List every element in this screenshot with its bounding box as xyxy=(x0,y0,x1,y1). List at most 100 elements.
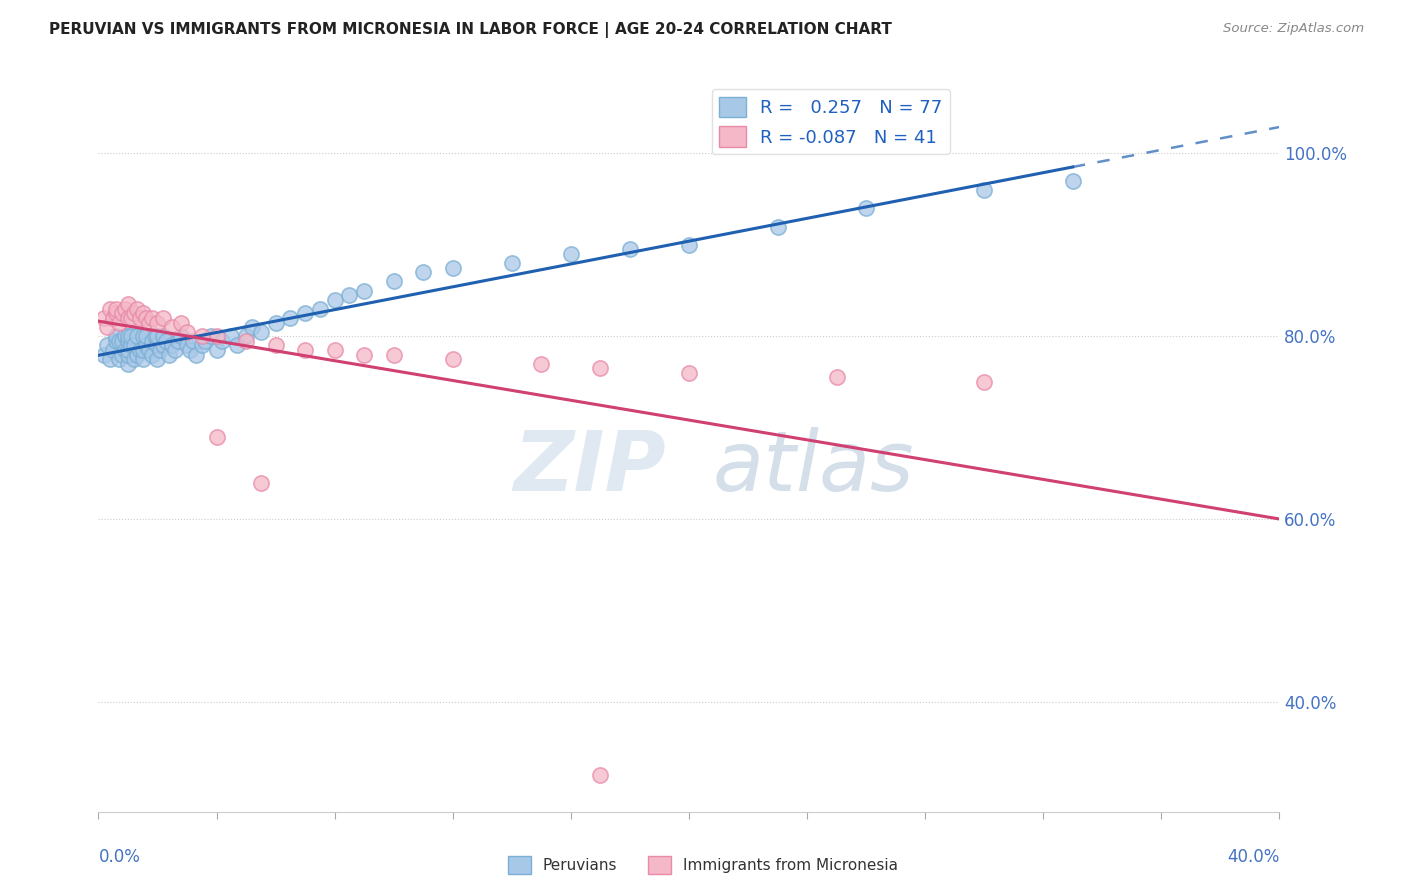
Point xyxy=(103,311,125,326)
Point xyxy=(250,325,273,339)
Point xyxy=(108,316,131,330)
Point xyxy=(132,306,155,320)
Point xyxy=(766,219,789,234)
Legend: Peruvians, Immigrants from Micronesia: Peruvians, Immigrants from Micronesia xyxy=(502,850,904,880)
Point xyxy=(96,338,118,352)
Point xyxy=(1062,174,1084,188)
Point xyxy=(191,338,214,352)
Point xyxy=(125,329,148,343)
Point xyxy=(855,202,877,216)
Point xyxy=(589,361,612,376)
Point xyxy=(141,347,163,362)
Point xyxy=(382,275,405,289)
Point xyxy=(294,306,316,320)
Text: Source: ZipAtlas.com: Source: ZipAtlas.com xyxy=(1223,22,1364,36)
Point xyxy=(152,338,174,352)
Point xyxy=(170,329,193,343)
Point xyxy=(128,311,150,326)
Point xyxy=(973,183,995,197)
Point xyxy=(120,311,142,326)
Point xyxy=(235,334,257,348)
Point xyxy=(179,343,201,357)
Text: 40.0%: 40.0% xyxy=(1227,848,1279,866)
Point xyxy=(96,320,118,334)
Point xyxy=(619,243,641,257)
Point xyxy=(170,316,193,330)
Point xyxy=(108,334,131,348)
Point xyxy=(120,338,142,352)
Point xyxy=(264,338,287,352)
Point xyxy=(111,347,134,362)
Point xyxy=(93,311,115,326)
Point xyxy=(120,329,142,343)
Point xyxy=(221,329,243,343)
Point xyxy=(105,334,128,348)
Point xyxy=(200,329,222,343)
Point xyxy=(412,265,434,279)
Point xyxy=(111,334,134,348)
Point xyxy=(138,316,160,330)
Point xyxy=(441,260,464,275)
Point xyxy=(264,316,287,330)
Point xyxy=(105,306,128,320)
Point xyxy=(122,338,145,352)
Point xyxy=(240,320,263,334)
Point xyxy=(280,311,302,326)
Legend: R =   0.257   N = 77, R = -0.087   N = 41: R = 0.257 N = 77, R = -0.087 N = 41 xyxy=(711,89,950,154)
Point xyxy=(155,334,177,348)
Point xyxy=(165,343,187,357)
Point xyxy=(146,352,169,367)
Point xyxy=(128,343,150,357)
Text: atlas: atlas xyxy=(713,427,914,508)
Point xyxy=(117,329,139,343)
Point xyxy=(117,343,139,357)
Point xyxy=(117,311,139,326)
Point xyxy=(122,352,145,367)
Point xyxy=(339,288,361,302)
Point xyxy=(117,347,139,362)
Point xyxy=(309,301,332,316)
Point xyxy=(678,366,700,380)
Point xyxy=(117,357,139,371)
Point xyxy=(152,329,174,343)
Point xyxy=(117,297,139,311)
Point xyxy=(132,343,155,357)
Point xyxy=(205,430,228,444)
Point xyxy=(98,352,121,367)
Point xyxy=(114,343,136,357)
Point xyxy=(135,338,157,352)
Point xyxy=(205,329,228,343)
Point xyxy=(441,352,464,367)
Text: 0.0%: 0.0% xyxy=(98,848,141,866)
Point xyxy=(122,306,145,320)
Point xyxy=(117,334,139,348)
Point xyxy=(162,320,183,334)
Point xyxy=(105,301,128,316)
Point xyxy=(323,293,346,307)
Point xyxy=(181,334,204,348)
Point xyxy=(589,768,612,782)
Point xyxy=(678,237,700,252)
Point xyxy=(294,343,316,357)
Point xyxy=(501,256,523,270)
Point xyxy=(146,316,169,330)
Point xyxy=(111,306,134,320)
Point xyxy=(146,338,169,352)
Point xyxy=(250,475,273,490)
Point xyxy=(135,311,157,326)
Point xyxy=(226,338,249,352)
Point xyxy=(149,343,172,357)
Point xyxy=(211,334,233,348)
Point xyxy=(353,284,375,298)
Point xyxy=(143,329,166,343)
Point xyxy=(323,343,346,357)
Point xyxy=(184,347,207,362)
Point xyxy=(114,329,136,343)
Text: ZIP: ZIP xyxy=(513,427,665,508)
Point xyxy=(98,301,121,316)
Point xyxy=(114,301,136,316)
Point xyxy=(825,370,848,384)
Point xyxy=(191,329,214,343)
Point xyxy=(132,329,155,343)
Point xyxy=(108,352,131,367)
